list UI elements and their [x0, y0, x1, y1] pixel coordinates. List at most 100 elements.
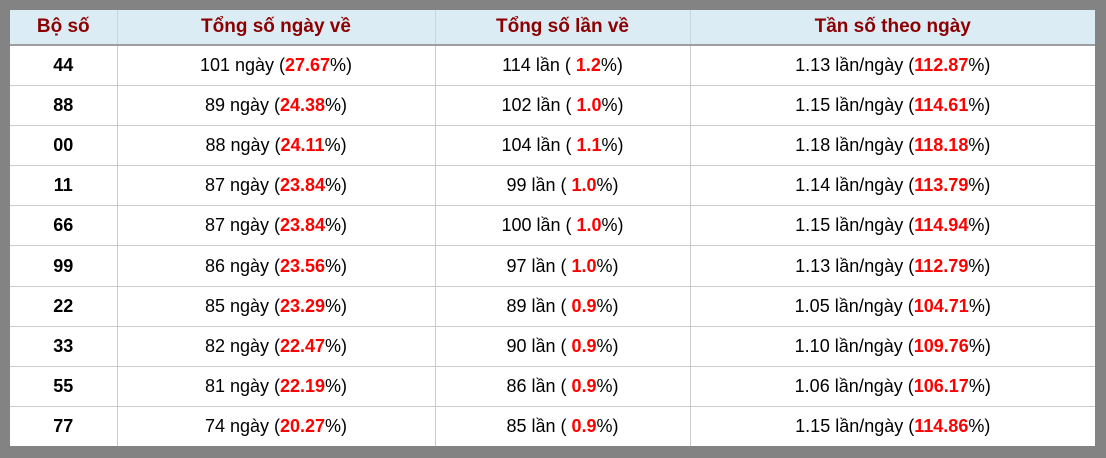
times-suffix: %)	[596, 375, 619, 396]
days-percent-value: 20.27	[280, 415, 326, 436]
total-times-cell: 99 lần ( 1.0%)	[435, 165, 691, 207]
days-text: 88 ngày (	[205, 135, 281, 156]
header-row: Bộ số Tổng số ngày về Tổng số lần về Tần…	[10, 10, 1095, 46]
times-percent-value: 0.9	[571, 295, 597, 316]
days-suffix: %)	[325, 255, 348, 276]
times-suffix: %)	[596, 175, 619, 196]
freq-text: 1.15 lần/ngày (	[795, 95, 915, 116]
freq-suffix: %)	[968, 335, 991, 356]
days-percent-value: 27.67	[285, 55, 331, 76]
table-body: 44 101 ngày (27.67%) 114 lần ( 1.2%) 1.1…	[10, 45, 1095, 446]
days-percent-value: 22.19	[280, 375, 326, 396]
freq-percent-value: 112.79	[914, 255, 969, 276]
total-days-cell: 89 ngày (24.38%)	[117, 85, 436, 127]
freq-percent-value: 109.76	[913, 335, 969, 356]
table-row: 22 85 ngày (23.29%) 89 lần ( 0.9%) 1.05 …	[10, 286, 1095, 327]
times-percent-value: 1.0	[571, 175, 597, 196]
frequency-cell: 1.05 lần/ngày (104.71%)	[690, 286, 1095, 327]
freq-suffix: %)	[968, 295, 991, 316]
times-text: 97 lần (	[506, 255, 572, 276]
freq-percent-value: 114.61	[914, 95, 969, 116]
freq-percent-value: 106.17	[913, 375, 969, 396]
times-suffix: %)	[596, 295, 619, 316]
times-suffix: %)	[596, 415, 619, 436]
times-suffix: %)	[600, 55, 623, 76]
days-text: 101 ngày (	[199, 55, 285, 76]
header-total-days: Tổng số ngày về	[117, 10, 436, 46]
freq-text: 1.15 lần/ngày (	[795, 415, 915, 436]
total-days-cell: 87 ngày (23.84%)	[117, 205, 436, 247]
freq-text: 1.13 lần/ngày (	[795, 255, 915, 276]
times-percent-value: 1.0	[576, 95, 602, 116]
pair-cell: 44	[10, 45, 118, 87]
days-suffix: %)	[325, 215, 348, 236]
days-suffix: %)	[324, 135, 347, 156]
days-text: 87 ngày (	[204, 215, 280, 236]
freq-suffix: %)	[968, 55, 991, 76]
freq-suffix: %)	[968, 135, 991, 156]
pair-cell: 00	[10, 125, 118, 167]
times-text: 86 lần (	[506, 375, 572, 396]
frequency-cell: 1.15 lần/ngày (114.86%)	[690, 406, 1095, 446]
table-header: Bộ số Tổng số ngày về Tổng số lần về Tần…	[10, 10, 1095, 46]
times-percent-value: 1.2	[575, 55, 601, 76]
freq-text: 1.15 lần/ngày (	[795, 215, 915, 236]
total-times-cell: 85 lần ( 0.9%)	[435, 406, 691, 446]
table-row: 66 87 ngày (23.84%) 100 lần ( 1.0%) 1.15…	[10, 205, 1095, 247]
days-percent-value: 22.47	[280, 335, 326, 356]
pair-cell: 66	[10, 205, 118, 247]
total-days-cell: 86 ngày (23.56%)	[117, 245, 436, 287]
frequency-cell: 1.18 lần/ngày (118.18%)	[690, 125, 1095, 167]
total-times-cell: 100 lần ( 1.0%)	[435, 205, 691, 247]
total-times-cell: 89 lần ( 0.9%)	[435, 286, 691, 327]
days-text: 86 ngày (	[204, 255, 280, 276]
header-pair: Bộ số	[10, 10, 118, 46]
table-row: 44 101 ngày (27.67%) 114 lần ( 1.2%) 1.1…	[10, 45, 1095, 87]
freq-percent-value: 113.79	[914, 175, 969, 196]
days-text: 82 ngày (	[204, 335, 280, 356]
days-suffix: %)	[325, 375, 348, 396]
times-suffix: %)	[596, 255, 619, 276]
pair-cell: 22	[10, 286, 118, 327]
days-percent-value: 24.38	[280, 95, 326, 116]
days-percent-value: 23.56	[280, 255, 326, 276]
lottery-stats-table: Bộ số Tổng số ngày về Tổng số lần về Tần…	[10, 10, 1095, 446]
total-days-cell: 88 ngày (24.11%)	[117, 125, 436, 167]
times-suffix: %)	[601, 95, 624, 116]
total-days-cell: 74 ngày (20.27%)	[117, 406, 436, 446]
days-percent-value: 23.84	[280, 175, 326, 196]
frequency-cell: 1.06 lần/ngày (106.17%)	[690, 366, 1095, 407]
pair-cell: 99	[10, 245, 118, 287]
table-row: 77 74 ngày (20.27%) 85 lần ( 0.9%) 1.15 …	[10, 406, 1095, 446]
freq-percent-value: 114.94	[914, 215, 969, 236]
total-days-cell: 85 ngày (23.29%)	[117, 286, 436, 327]
times-text: 102 lần (	[501, 95, 577, 116]
times-text: 89 lần (	[506, 295, 572, 316]
times-percent-value: 0.9	[571, 335, 597, 356]
table-row: 11 87 ngày (23.84%) 99 lần ( 1.0%) 1.14 …	[10, 165, 1095, 207]
pair-cell: 55	[10, 366, 118, 407]
table-row: 88 89 ngày (24.38%) 102 lần ( 1.0%) 1.15…	[10, 85, 1095, 127]
pair-cell: 33	[10, 326, 118, 367]
freq-suffix: %)	[968, 415, 991, 436]
times-percent-value: 0.9	[571, 415, 597, 436]
days-text: 74 ngày (	[204, 415, 280, 436]
times-text: 104 lần (	[501, 135, 577, 156]
days-suffix: %)	[325, 95, 348, 116]
frequency-cell: 1.10 lần/ngày (109.76%)	[690, 326, 1095, 367]
total-times-cell: 102 lần ( 1.0%)	[435, 85, 691, 127]
times-text: 85 lần (	[506, 415, 572, 436]
days-suffix: %)	[330, 55, 353, 76]
freq-text: 1.18 lần/ngày (	[795, 135, 915, 156]
times-percent-value: 0.9	[571, 375, 597, 396]
freq-percent-value: 104.71	[913, 295, 969, 316]
freq-suffix: %)	[968, 375, 991, 396]
freq-text: 1.05 lần/ngày (	[794, 295, 914, 316]
days-percent-value: 23.29	[280, 295, 326, 316]
freq-suffix: %)	[968, 175, 991, 196]
freq-suffix: %)	[968, 255, 991, 276]
frequency-cell: 1.14 lần/ngày (113.79%)	[690, 165, 1095, 207]
total-days-cell: 81 ngày (22.19%)	[117, 366, 436, 407]
times-suffix: %)	[601, 215, 624, 236]
total-days-cell: 87 ngày (23.84%)	[117, 165, 436, 207]
